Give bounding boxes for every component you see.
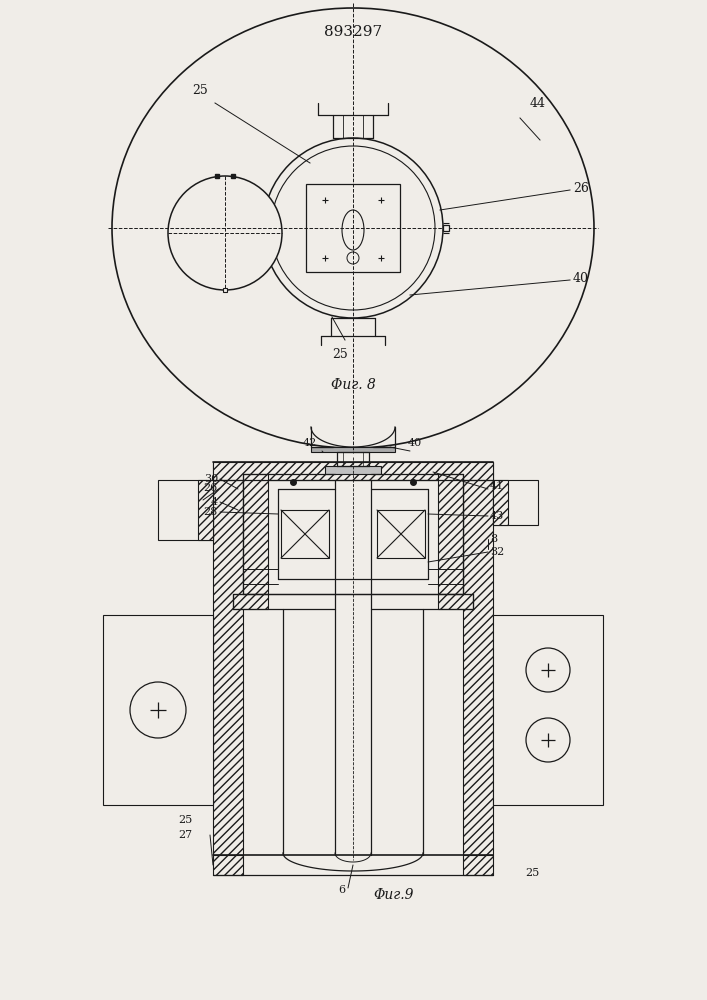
- Bar: [493, 480, 508, 525]
- Bar: [438, 594, 473, 609]
- Bar: [103, 615, 213, 805]
- Bar: [377, 510, 425, 558]
- Bar: [463, 855, 493, 875]
- Text: Φиг. 8: Φиг. 8: [331, 378, 375, 392]
- Bar: [158, 480, 213, 540]
- Bar: [198, 480, 213, 540]
- Text: 28: 28: [204, 507, 218, 517]
- Bar: [325, 466, 381, 474]
- Text: 44: 44: [530, 97, 546, 110]
- Bar: [213, 462, 493, 480]
- Circle shape: [271, 146, 435, 310]
- Ellipse shape: [342, 210, 364, 250]
- Text: 25: 25: [332, 348, 348, 361]
- Text: 42: 42: [303, 438, 317, 448]
- Text: 25: 25: [192, 84, 208, 97]
- Circle shape: [263, 138, 443, 318]
- Text: 32: 32: [490, 547, 504, 557]
- Bar: [306, 184, 400, 272]
- Bar: [243, 474, 268, 594]
- Circle shape: [526, 718, 570, 762]
- Circle shape: [526, 648, 570, 692]
- Bar: [281, 510, 329, 558]
- Circle shape: [168, 176, 282, 290]
- Text: 893297: 893297: [324, 25, 382, 39]
- Text: 40: 40: [573, 271, 589, 284]
- Text: 25: 25: [178, 815, 192, 825]
- Text: 43: 43: [490, 511, 504, 521]
- Bar: [438, 474, 463, 594]
- Text: 26: 26: [573, 182, 589, 194]
- Text: 25: 25: [525, 868, 539, 878]
- Text: 27: 27: [178, 830, 192, 840]
- Text: 30: 30: [204, 474, 218, 484]
- Text: 6: 6: [338, 885, 345, 895]
- Text: 8: 8: [490, 534, 497, 544]
- Text: 41: 41: [490, 481, 504, 491]
- Circle shape: [130, 682, 186, 738]
- Bar: [493, 615, 603, 805]
- Bar: [311, 447, 395, 452]
- Ellipse shape: [112, 8, 594, 448]
- Bar: [463, 462, 493, 855]
- Text: 26: 26: [204, 483, 218, 493]
- Text: Φиг.9: Φиг.9: [373, 888, 414, 902]
- Bar: [493, 480, 538, 525]
- Bar: [213, 855, 243, 875]
- Bar: [213, 462, 243, 855]
- Text: 40: 40: [408, 438, 422, 448]
- Text: 4: 4: [211, 497, 218, 507]
- Bar: [233, 594, 268, 609]
- Circle shape: [347, 252, 359, 264]
